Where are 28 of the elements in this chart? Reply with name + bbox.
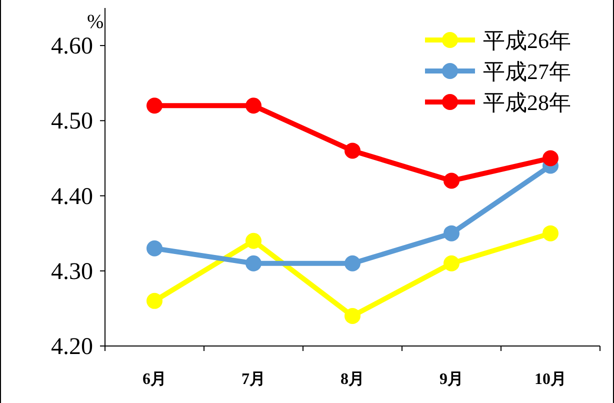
y-tick-label: 4.60 bbox=[51, 34, 93, 60]
point bbox=[344, 308, 360, 324]
x-tick-label: 9月 bbox=[440, 371, 464, 388]
y-axis-title: % bbox=[87, 11, 104, 33]
point bbox=[444, 255, 460, 272]
x-tick-label: 10月 bbox=[534, 371, 566, 388]
point bbox=[146, 292, 162, 309]
x-tick-label: 7月 bbox=[242, 371, 266, 388]
legend-label: 平成27年 bbox=[483, 59, 571, 84]
legend-label: 平成26年 bbox=[483, 28, 571, 53]
legend-label: 平成28年 bbox=[483, 90, 571, 115]
point bbox=[246, 232, 262, 249]
point bbox=[246, 98, 262, 114]
x-tick-label: 6月 bbox=[142, 371, 166, 388]
y-tick-label: 4.40 bbox=[51, 184, 93, 210]
y-tick-label: 4.50 bbox=[51, 108, 93, 135]
point bbox=[444, 172, 460, 189]
point bbox=[542, 150, 558, 166]
point bbox=[246, 255, 262, 272]
point bbox=[146, 240, 162, 256]
point bbox=[542, 225, 558, 242]
point bbox=[444, 225, 460, 242]
y-tick-label: 4.30 bbox=[51, 258, 93, 285]
point bbox=[146, 98, 162, 114]
point bbox=[344, 255, 360, 272]
x-tick-label: 8月 bbox=[340, 371, 364, 388]
y-tick-label: 4.20 bbox=[51, 334, 93, 360]
point bbox=[344, 142, 360, 159]
